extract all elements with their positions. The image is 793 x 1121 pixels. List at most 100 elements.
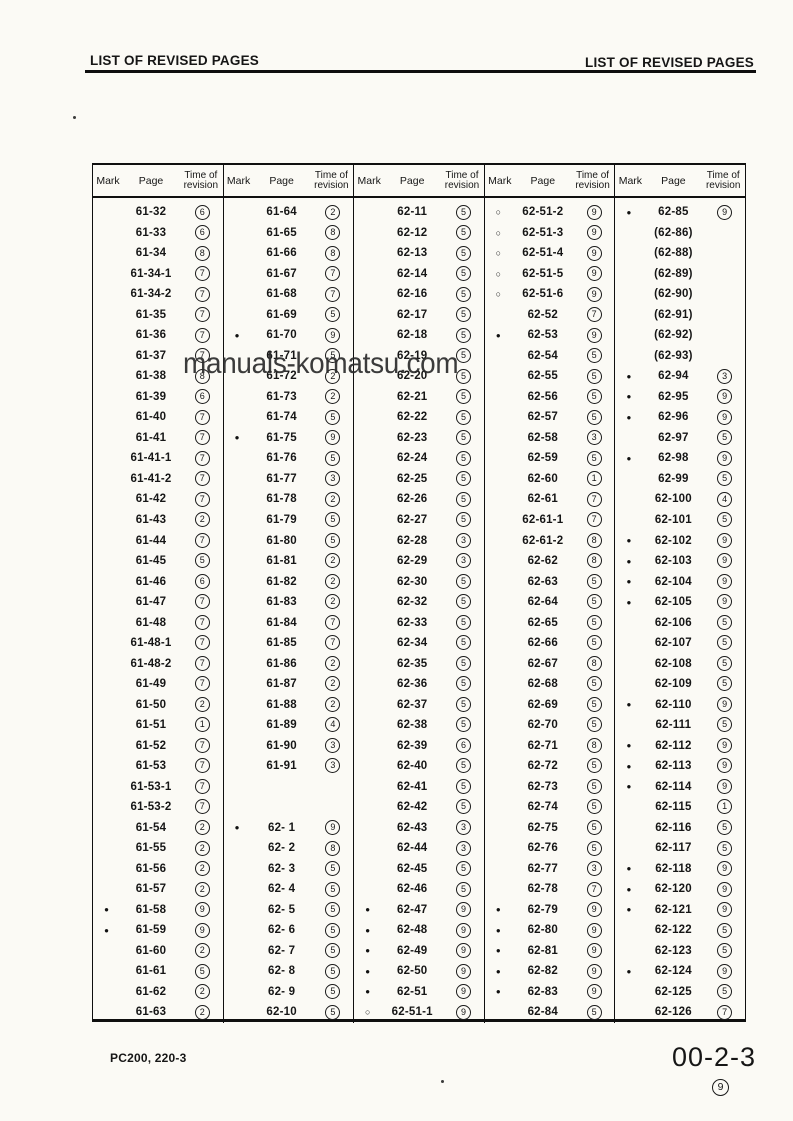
revision-number: 5: [455, 430, 471, 446]
page-cell: 62-21: [396, 390, 428, 403]
revision-number: 7: [325, 614, 341, 630]
table-row: 62-97 5: [615, 428, 745, 449]
revision-number: 5: [455, 594, 471, 610]
revision-number: 5: [586, 676, 602, 692]
table-row: ● 62-79 9: [485, 900, 615, 921]
revision-cell: 5: [443, 593, 484, 611]
revision-cell: 7: [182, 737, 223, 755]
page-cell: 62-79: [527, 903, 558, 916]
table-row: 62-38 5: [354, 715, 484, 736]
revision-column-header: Time of revision: [705, 169, 741, 191]
table-row: 62- 5 5: [224, 900, 354, 921]
revision-number: 5: [455, 204, 471, 220]
table-row: 61-35 7: [93, 305, 223, 326]
table-row: 61-52 7: [93, 735, 223, 756]
table-row: (62-86): [615, 223, 745, 244]
page-cell: 61-89: [266, 719, 297, 732]
page-cell: 61-75: [266, 431, 297, 444]
mark-column-header: Mark: [488, 175, 512, 187]
page-cell: 62-27: [396, 513, 428, 526]
table-row: 61-85 7: [224, 633, 354, 654]
table-row: ● 62-53 9: [485, 325, 615, 346]
revision-cell: 5: [574, 1003, 615, 1021]
table-row: ● 62-110 9: [615, 694, 745, 715]
table-row: 61-41-1 7: [93, 448, 223, 469]
page-cell: 62- 6: [267, 924, 296, 937]
revision-number: 5: [586, 573, 602, 589]
table-row: 62-75 5: [485, 817, 615, 838]
revision-cell: 3: [704, 367, 745, 385]
page-cell: 62-100: [654, 493, 692, 506]
table-row: ● 62-112 9: [615, 735, 745, 756]
page-cell: 62-120: [654, 883, 692, 896]
table-row: ● 62-94 3: [615, 366, 745, 387]
revision-number: 5: [717, 943, 733, 959]
revision-number: 5: [586, 758, 602, 774]
page-cell: 62-58: [527, 431, 558, 444]
revision-cell: 5: [443, 326, 484, 344]
revision-cell: 5: [704, 429, 745, 447]
revision-number: 5: [455, 471, 471, 487]
revision-number: 5: [455, 717, 471, 733]
table-row: (62-92): [615, 325, 745, 346]
revision-cell: 8: [313, 244, 354, 262]
revision-number: 5: [717, 471, 733, 487]
page-cell: 62-99: [658, 472, 689, 485]
table-row: 61-53 7: [93, 756, 223, 777]
table-column-group-2: 61-64 2 61-65 8 61-66 8 61-67 7 61-68 7 61-69 5 ● 61-…: [222, 198, 354, 1023]
table-row: 61-79 5: [224, 510, 354, 531]
revision-cell: 9: [443, 901, 484, 919]
page-cell: 61-53-2: [130, 801, 172, 814]
page-cell: 62-74: [527, 801, 558, 814]
revision-cell: 3: [443, 839, 484, 857]
mark-cell: ●: [495, 330, 501, 340]
revision-cell: 7: [182, 306, 223, 324]
table-row: 62-14 5: [354, 264, 484, 285]
revision-cell: 5: [443, 224, 484, 242]
table-row: 61-89 4: [224, 715, 354, 736]
revision-cell: 7: [182, 285, 223, 303]
page-cell: 61-77: [266, 472, 297, 485]
revision-number: 7: [325, 635, 341, 651]
revision-number: 8: [586, 553, 602, 569]
table-row: 61-67 7: [224, 264, 354, 285]
revision-cell: 5: [313, 921, 354, 939]
page-cell: 62-16: [396, 288, 428, 301]
table-row: ● 62-114 9: [615, 776, 745, 797]
page-cell: 62-30: [396, 575, 428, 588]
revision-cell: 5: [313, 306, 354, 324]
page-cell: 61-50: [135, 698, 167, 711]
mark-cell: ○: [495, 289, 501, 300]
revision-cell: 1: [182, 716, 223, 734]
revision-number: 5: [325, 307, 341, 323]
mark-column-header: Mark: [618, 175, 643, 187]
revision-number: 3: [325, 737, 341, 753]
mark-cell: ●: [626, 577, 632, 587]
revision-number: 9: [717, 553, 733, 569]
revision-cell: 7: [182, 655, 223, 673]
page-cell: 62-20: [396, 370, 428, 383]
table-row: 62-10 5: [224, 1002, 354, 1023]
page-cell: 61-39: [135, 390, 167, 403]
revision-cell: 5: [704, 655, 745, 673]
table-row: ● 61-59 9: [93, 920, 223, 941]
table-row: 61-88 2: [224, 694, 354, 715]
table-row: 62-74 5: [485, 797, 615, 818]
revision-cell: 5: [574, 573, 615, 591]
table-row: 62-72 5: [485, 756, 615, 777]
revision-cell: 7: [182, 470, 223, 488]
revision-cell: 5: [182, 962, 223, 980]
table-row: 61-55 2: [93, 838, 223, 859]
page-column-header: Page: [269, 175, 294, 187]
revision-number: 7: [194, 348, 210, 364]
revision-number: 5: [455, 307, 471, 323]
table-row: ● 62-85 9: [615, 202, 745, 223]
revision-number: 2: [325, 676, 341, 692]
revision-cell: 5: [443, 573, 484, 591]
mark-cell: ●: [104, 925, 109, 935]
watermark: manuals-komatsu.com: [183, 347, 459, 380]
revision-number: 5: [455, 614, 471, 630]
revision-number: 9: [717, 963, 733, 979]
table-row: ● 62-105 9: [615, 592, 745, 613]
mark-cell: ●: [365, 925, 371, 935]
